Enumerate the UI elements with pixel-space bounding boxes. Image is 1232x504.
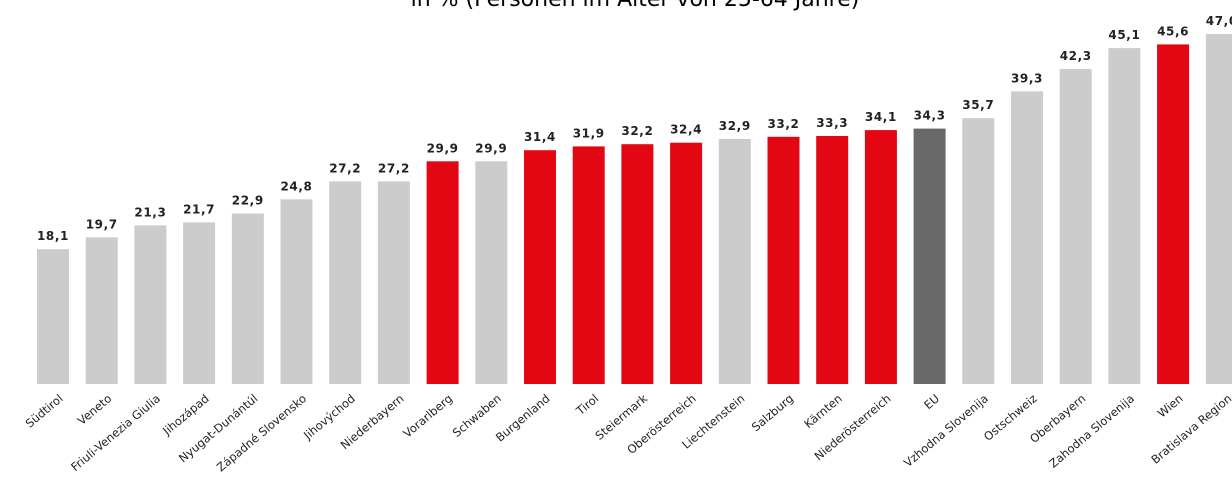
bar-oberosterreich	[670, 142, 703, 384]
bar-jihovychod	[329, 181, 362, 384]
bar-jihozapad	[183, 222, 216, 384]
value-label-tirol: 31,9	[573, 126, 605, 140]
chart-title: in % (Personen im Alter von 25-64 Jahre)	[0, 0, 1232, 12]
value-label-sudtirol: 18,1	[37, 229, 69, 243]
bar-friuli-venezia-giulia	[134, 225, 167, 384]
bar-niederbayern	[377, 181, 410, 384]
value-label-steiermark: 32,2	[621, 124, 653, 138]
value-label-ostschweiz: 39,3	[1011, 71, 1043, 85]
value-label-salzburg: 33,2	[767, 117, 799, 131]
bar-veneto	[85, 237, 118, 384]
value-label-nyugat-dunantul: 22,9	[232, 194, 264, 208]
value-label-oberosterreich: 32,4	[670, 123, 702, 137]
category-label-burgenland: Burgenland	[493, 391, 553, 444]
category-label-sudtirol: Südtirol	[23, 391, 66, 430]
bar-nyugat-dunantul	[231, 213, 264, 384]
category-label-zapadne-slovensko: Západné Slovensko	[214, 391, 309, 474]
value-label-zapadne-slovensko: 24,8	[280, 179, 312, 193]
category-label-wien: Wien	[1155, 391, 1186, 420]
value-label-eu: 34,3	[914, 109, 946, 123]
bar-niederosterreich	[864, 130, 897, 384]
bar-vzhodna-slovenija	[962, 118, 995, 384]
category-label-vzhodna-slovenija: Vzhodna Slovenija	[901, 391, 991, 470]
value-label-niederosterreich: 34,1	[865, 110, 897, 124]
bar-zahodna-slovenija	[1108, 48, 1141, 384]
bar-salzburg	[767, 136, 800, 384]
bar-ostschweiz	[1011, 91, 1043, 385]
value-label-liechtenstein: 32,9	[719, 119, 751, 133]
value-label-bratislava-region: 47,0	[1206, 14, 1232, 28]
bar-vorarlberg	[426, 161, 459, 384]
bar-oberbayern	[1059, 69, 1092, 384]
value-label-jihozapad: 21,7	[183, 202, 215, 216]
value-label-niederbayern: 27,2	[378, 161, 410, 175]
value-label-friuli-venezia-giulia: 21,3	[134, 205, 166, 219]
bar-zapadne-slovensko	[280, 199, 313, 384]
bar-liechtenstein	[718, 139, 751, 384]
value-label-oberbayern: 42,3	[1060, 49, 1092, 63]
category-label-vorarlberg: Vorarlberg	[400, 391, 455, 440]
bar-tirol	[572, 146, 605, 384]
category-label-tirol: Tirol	[573, 391, 602, 418]
category-label-friuli-venezia-giulia: Friuli-Venezia Giulia	[68, 391, 163, 474]
bar-bratislava-region	[1205, 34, 1232, 384]
category-label-bratislava-region: Bratislava Region	[1148, 391, 1232, 466]
value-label-burgenland: 31,4	[524, 130, 556, 144]
category-label-karnten: Kärnten	[801, 391, 845, 431]
bar-steiermark	[621, 144, 654, 384]
value-label-karnten: 33,3	[816, 116, 848, 130]
value-label-vzhodna-slovenija: 35,7	[962, 98, 994, 112]
category-label-veneto: Veneto	[75, 391, 115, 427]
value-label-wien: 45,6	[1157, 24, 1189, 38]
value-label-schwaben: 29,9	[475, 141, 507, 155]
value-label-vorarlberg: 29,9	[427, 141, 459, 155]
bar-eu	[913, 128, 946, 384]
bar-wien	[1157, 44, 1190, 385]
bar-sudtirol	[37, 249, 69, 384]
category-label-zahodna-slovenija: Zahodna Slovenija	[1046, 391, 1137, 470]
value-label-zahodna-slovenija: 45,1	[1108, 28, 1140, 42]
bar-burgenland	[524, 150, 556, 384]
category-label-eu: EU	[921, 391, 942, 412]
bar-karnten	[816, 136, 849, 384]
value-label-veneto: 19,7	[86, 217, 118, 231]
value-label-jihovychod: 27,2	[329, 161, 361, 175]
bar-schwaben	[475, 161, 508, 384]
category-label-salzburg: Salzburg	[749, 391, 796, 434]
